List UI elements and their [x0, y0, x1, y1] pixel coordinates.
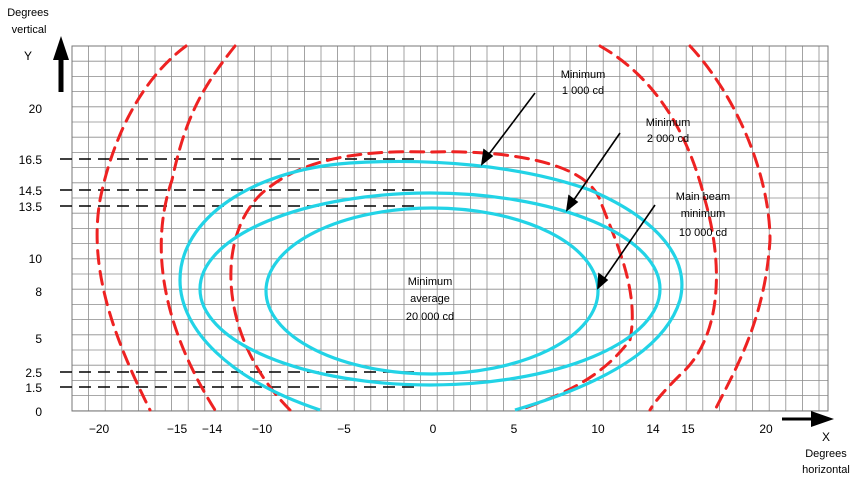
- contour-main-beam: [264, 206, 600, 376]
- label-main-line3: 10 000 cd: [679, 227, 727, 239]
- arrow-2000cd-line: [570, 132, 621, 205]
- label-min2000-line2: 2 000 cd: [647, 133, 689, 145]
- reference-lines: [60, 158, 415, 388]
- arrow-main-beam-line: [601, 204, 656, 283]
- x-axis-arrow: [782, 411, 834, 427]
- y-axis-letter: Y: [24, 49, 32, 63]
- x-axis-arrow-head: [811, 411, 834, 427]
- y-axis-arrow-head: [53, 36, 69, 60]
- red-center-arch: [229, 150, 634, 412]
- red-dashed-contours: [95, 44, 772, 412]
- x-tick-label: −15: [167, 422, 188, 436]
- x-tick-label: 20: [759, 422, 773, 436]
- y-tick-label: 8: [35, 285, 42, 299]
- x-tick-label: 0: [430, 422, 437, 436]
- x-tick-label: −20: [89, 422, 110, 436]
- label-avg-line2: average: [410, 293, 450, 305]
- y-tick-label: 20: [29, 102, 43, 116]
- x-tick-label: −14: [202, 422, 223, 436]
- arrow-main-beam-head: [597, 272, 609, 290]
- plot-frame: [71, 45, 829, 412]
- x-tick-label: −5: [337, 422, 351, 436]
- red-outer-left: [95, 44, 188, 412]
- y-tick-label: 10: [29, 252, 43, 266]
- y-axis-title-line2: vertical: [12, 24, 47, 36]
- label-main-line1: Main beam: [676, 191, 730, 203]
- red-outer-right: [688, 44, 772, 412]
- x-tick-label: 15: [681, 422, 695, 436]
- y-tick-label: 1.5: [25, 381, 42, 395]
- y-tick-label: 14.5: [19, 184, 43, 198]
- label-main-line2: minimum: [681, 208, 726, 220]
- y-tick-label: 16.5: [19, 153, 43, 167]
- red-inner-right: [598, 44, 718, 412]
- y-tick-label: 0: [35, 405, 42, 419]
- y-axis-title-line1: Degrees: [7, 7, 49, 19]
- x-tick-label: −10: [252, 422, 273, 436]
- x-tick-label: 14: [646, 422, 660, 436]
- cyan-contours: [178, 159, 684, 412]
- label-avg-line1: Minimum: [408, 276, 453, 288]
- contour-2000cd: [198, 191, 662, 387]
- y-tick-labels: 20 16.5 14.5 13.5 10 8 5 2.5 1.5 0: [19, 102, 43, 419]
- label-avg-line3: 20 000 cd: [406, 311, 454, 323]
- arrow-2000cd-head: [565, 194, 579, 212]
- red-inner-left: [159, 44, 237, 412]
- y-tick-label: 2.5: [25, 366, 42, 380]
- x-axis-title-line1: Degrees: [805, 448, 847, 460]
- arrow-1000cd-line: [485, 92, 536, 159]
- x-tick-label: 5: [511, 422, 518, 436]
- arrow-1000cd-head: [480, 148, 494, 166]
- x-axis-letter: X: [822, 430, 830, 444]
- annotation-arrows: [480, 92, 656, 290]
- x-axis-title-line2: horizontal: [802, 464, 850, 476]
- label-min2000-line1: Minimum: [646, 117, 691, 129]
- label-min1000-line2: 1 000 cd: [562, 85, 604, 97]
- y-tick-label: 5: [35, 332, 42, 346]
- x-tick-label: 10: [591, 422, 605, 436]
- x-tick-labels: −20 −15 −14 −10 −5 0 5 10 14 15 20: [89, 422, 773, 436]
- y-tick-label: 13.5: [19, 200, 43, 214]
- label-min1000-line1: Minimum: [561, 69, 606, 81]
- contour-1000cd: [178, 159, 684, 412]
- y-axis-arrow: [53, 36, 69, 92]
